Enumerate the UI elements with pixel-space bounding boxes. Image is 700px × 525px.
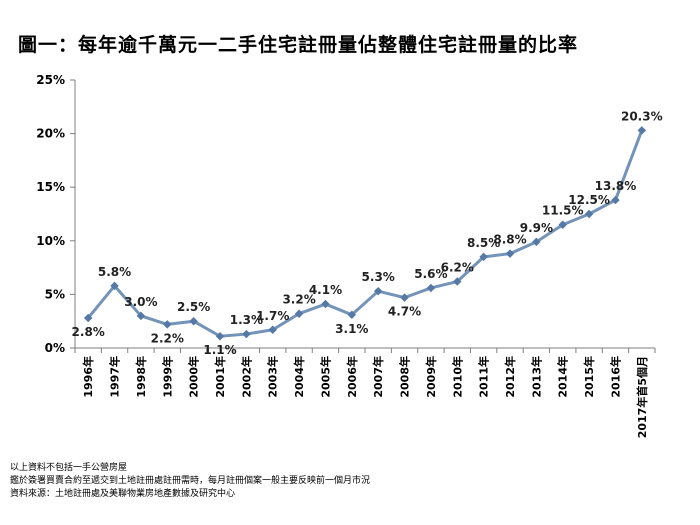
- data-point: [83, 313, 93, 323]
- y-tick-label: 0%: [45, 341, 65, 355]
- data-point: [373, 286, 383, 296]
- x-tick-label: 1997年: [108, 356, 122, 398]
- series-line: [87, 129, 644, 338]
- data-point: [294, 309, 304, 318]
- x-tick-label: 2008年: [398, 356, 412, 398]
- data-label: 3.0%: [124, 295, 157, 309]
- x-tick-label: 2014年: [556, 356, 570, 398]
- x-tick-label: 2003年: [266, 356, 280, 398]
- data-point: [453, 277, 462, 286]
- data-label: 3.2%: [282, 293, 315, 307]
- data-label: 1.3%: [230, 313, 263, 327]
- data-point: [400, 293, 409, 302]
- data-point: [163, 320, 172, 329]
- y-tick-label: 15%: [36, 180, 65, 194]
- data-label: 4.1%: [309, 283, 342, 297]
- chart-title: 圖一：每年逾千萬元一二手住宅註冊量佔整體住宅註冊量的比率: [18, 34, 579, 56]
- x-tick-label: 2013年: [529, 356, 543, 398]
- y-axis-ticks: 0% 5% 10% 15% 20% 25%: [36, 73, 75, 355]
- x-tick-label: 2004年: [292, 356, 306, 398]
- y-tick-label: 10%: [36, 234, 65, 248]
- x-tick-label: 2017年首5個月: [635, 356, 649, 438]
- data-label: 1.7%: [256, 309, 289, 323]
- data-label: 2.8%: [72, 325, 105, 339]
- data-label: 9.9%: [520, 221, 553, 235]
- data-point: [321, 299, 330, 309]
- footnote-source: 資料來源：土地註冊處及美聯物業房地產數據及研究中心: [10, 489, 236, 499]
- data-label: 1.1%: [203, 343, 236, 357]
- data-label: 2.5%: [177, 300, 210, 314]
- x-tick-label: 2007年: [371, 356, 385, 398]
- x-axis-ticks: 1996年 1997年 1998年 1999年 2000年 2001年 2002年 2003年…: [74, 348, 656, 438]
- footnote-scope: 以上資料不包括一手公營房屋: [10, 463, 128, 473]
- data-series: [83, 126, 647, 341]
- data-point: [426, 283, 436, 293]
- x-tick-label: 2002年: [239, 356, 253, 398]
- data-point: [136, 311, 146, 321]
- x-tick-label: 2005年: [318, 356, 332, 398]
- footnotes: 以上資料不包括一手公營房屋 鑑於簽署買賣合約至遞交到土地註冊處註冊需時，每月註冊…: [10, 462, 370, 501]
- x-tick-label: 2012年: [503, 356, 517, 398]
- data-label: 4.7%: [388, 305, 421, 319]
- data-label: 5.8%: [98, 265, 131, 279]
- x-tick-label: 2011年: [477, 356, 491, 398]
- data-label: 5.3%: [362, 270, 395, 284]
- x-tick-label: 2001年: [213, 356, 227, 398]
- data-point: [189, 316, 198, 326]
- data-label: 3.1%: [335, 322, 368, 336]
- data-label: 5.6%: [414, 267, 447, 281]
- x-tick-label: 2015年: [582, 356, 596, 398]
- data-labels: 2.8% 5.8% 3.0% 2.2% 2.5% 1.1% 1.3%1.7% 3.2%4.1%…: [72, 109, 663, 357]
- x-tick-label: 2010年: [450, 356, 464, 398]
- data-label: 13.8%: [595, 179, 637, 193]
- footnote-lag: 鑑於簽署買賣合約至遞交到土地註冊處註冊需時，每月註冊個案一般主要反映前一個月市況: [10, 476, 371, 486]
- data-label: 6.2%: [441, 261, 474, 275]
- data-point: [242, 329, 251, 339]
- data-point: [479, 252, 488, 262]
- data-label: 20.3%: [621, 109, 663, 123]
- data-point: [347, 310, 357, 320]
- data-point: [637, 126, 647, 135]
- x-tick-label: 2009年: [424, 356, 438, 398]
- x-tick-label: 2006年: [345, 356, 359, 398]
- data-point: [215, 331, 225, 341]
- y-tick-label: 20%: [36, 127, 65, 141]
- x-tick-label: 1996年: [81, 356, 95, 398]
- data-point: [268, 325, 277, 335]
- data-label: 8.8%: [493, 233, 526, 247]
- y-tick-label: 25%: [36, 73, 65, 87]
- data-label: 11.5%: [542, 204, 584, 218]
- data-point: [110, 281, 119, 291]
- line-chart: 0% 5% 10% 15% 20% 25% 1996年 1997年 1998年 1999年 200…: [36, 73, 663, 438]
- data-label: 2.2%: [151, 331, 184, 345]
- x-tick-label: 1998年: [134, 356, 148, 398]
- y-tick-label: 5%: [45, 287, 65, 301]
- x-tick-label: 1999年: [160, 356, 174, 398]
- data-label: 12.5%: [568, 193, 610, 207]
- x-tick-label: 2016年: [608, 356, 622, 398]
- x-tick-label: 2000年: [187, 356, 201, 398]
- data-label: 8.5%: [467, 236, 500, 250]
